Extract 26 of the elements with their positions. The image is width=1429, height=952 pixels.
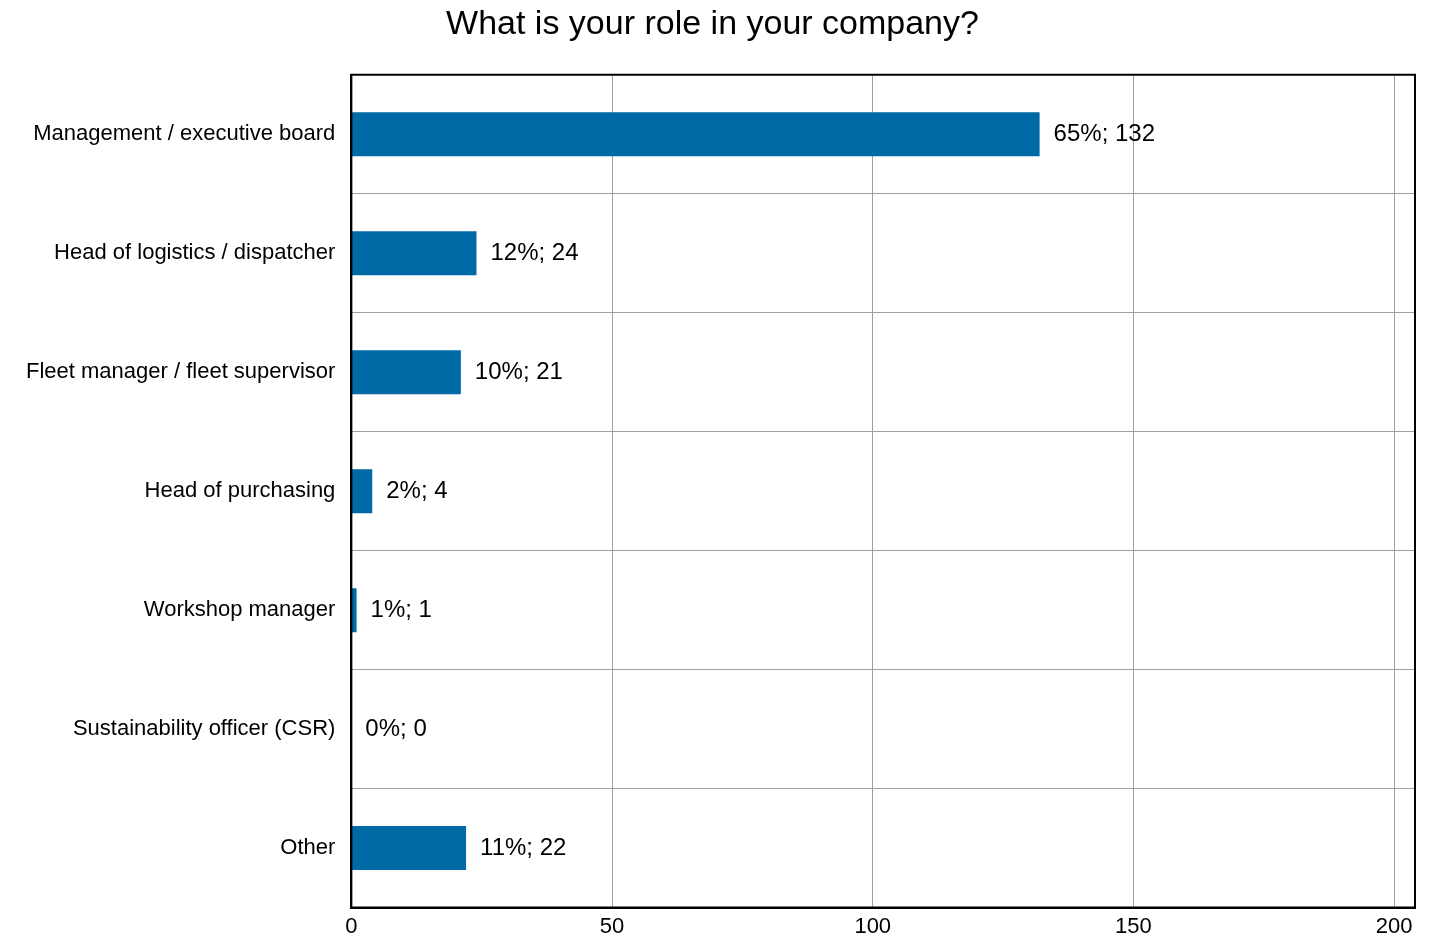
y-tick-label: Workshop manager	[143, 596, 336, 622]
data-label: 11%; 22	[480, 832, 567, 860]
x-tick-label: 50	[599, 912, 625, 938]
y-tick-label: Fleet manager / fleet supervisor	[25, 358, 336, 384]
bar	[351, 112, 1040, 157]
data-label: 65%; 132	[1053, 118, 1156, 146]
y-tick-label: Management / executive board	[33, 120, 336, 146]
bar	[351, 469, 373, 514]
x-tick-label: 100	[854, 912, 892, 938]
bar	[351, 350, 461, 395]
y-tick-label: Sustainability officer (CSR)	[72, 715, 336, 741]
data-label: 2%; 4	[386, 475, 448, 503]
bar	[351, 231, 477, 276]
bar	[351, 826, 467, 871]
data-label: 1%; 1	[370, 594, 432, 622]
x-tick-label: 0	[345, 912, 358, 938]
x-tick-label: 200	[1375, 912, 1413, 938]
y-tick-label: Head of logistics / dispatcher	[54, 239, 336, 265]
data-label: 10%; 21	[474, 356, 563, 384]
chart-title: What is your role in your company?	[446, 2, 979, 41]
y-tick-label: Other	[280, 834, 336, 860]
data-label: 0%; 0	[365, 713, 427, 741]
x-tick-label: 150	[1115, 912, 1152, 938]
bar	[351, 588, 357, 633]
data-label: 12%; 24	[490, 237, 579, 265]
y-tick-label: Head of purchasing	[144, 477, 336, 503]
